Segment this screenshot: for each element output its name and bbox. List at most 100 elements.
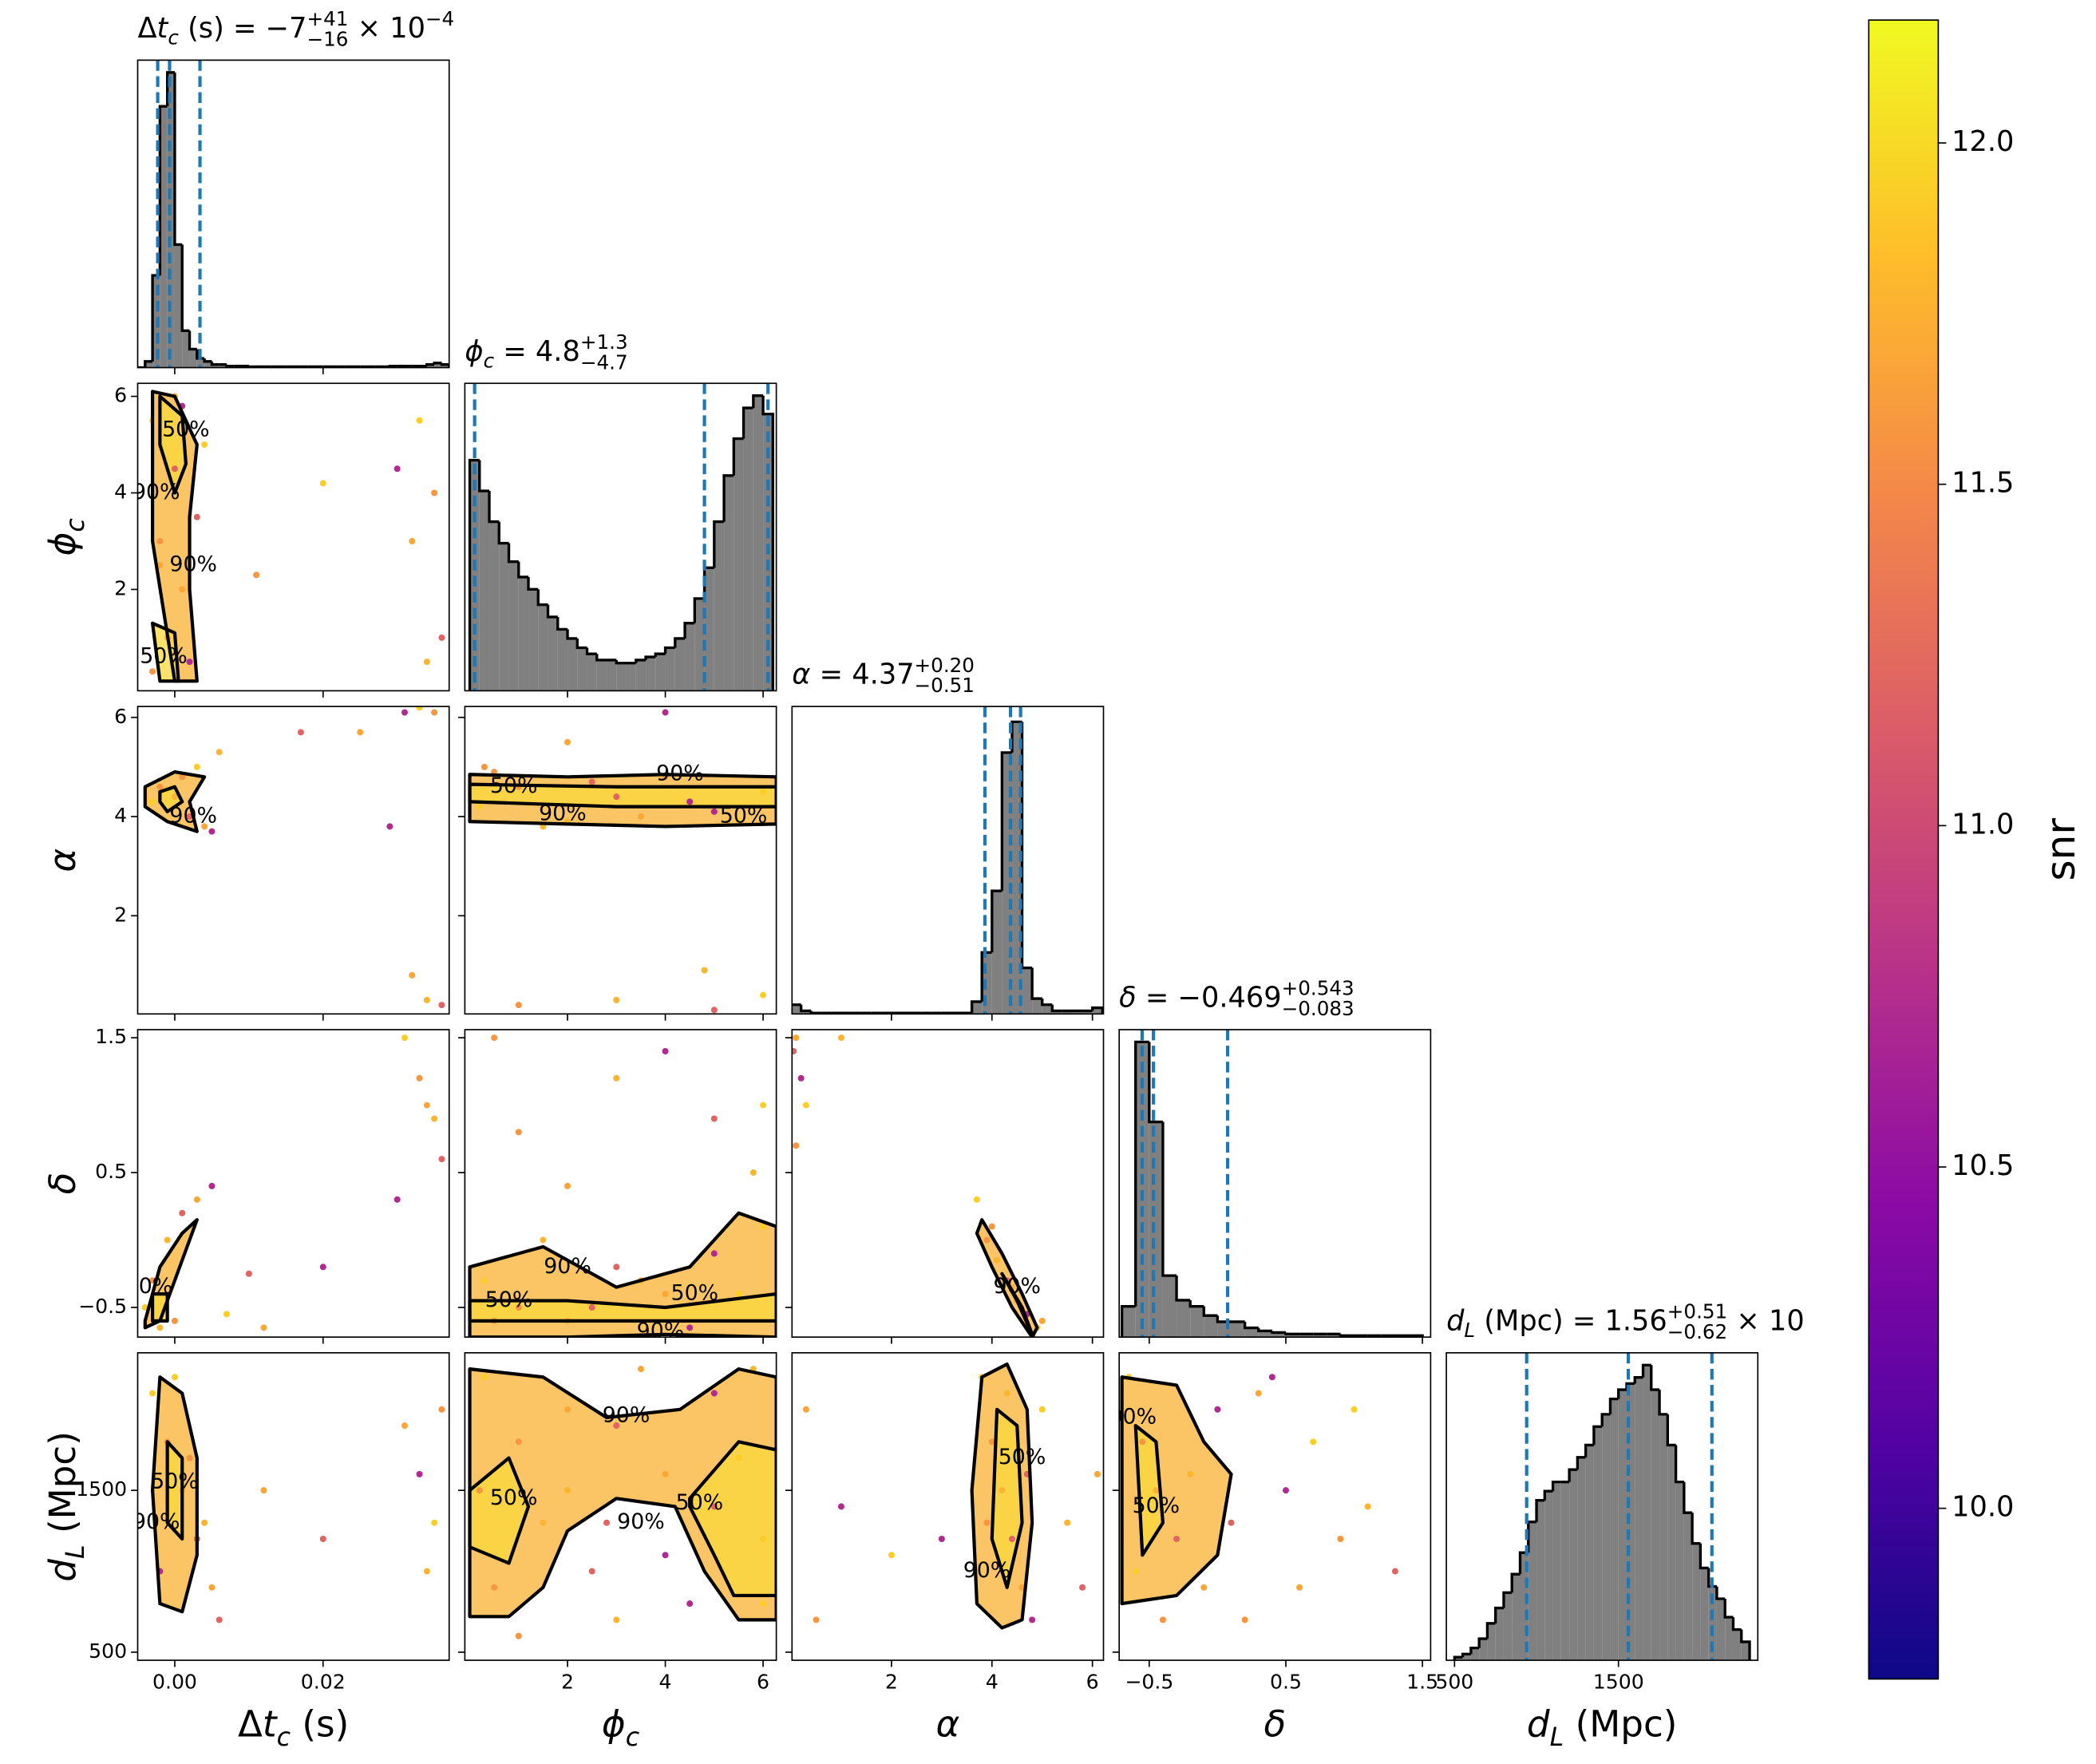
hist-step	[1477, 1637, 1488, 1648]
contour-label: 90%	[993, 1274, 1041, 1299]
scatter-point	[431, 1519, 438, 1526]
hist-bar	[196, 358, 205, 368]
hist-step	[595, 654, 607, 662]
colorbar	[1868, 19, 1940, 1680]
hist-step	[615, 659, 627, 665]
hist-bar	[538, 604, 548, 691]
scatter-point	[193, 763, 200, 770]
hist-step	[478, 460, 490, 492]
hist-bar	[646, 657, 656, 691]
scatter-point	[297, 729, 304, 736]
scatter-point	[1214, 1406, 1221, 1413]
hist-step	[1339, 1334, 1354, 1337]
scatter-point	[515, 1303, 522, 1311]
hist-bar	[1651, 1390, 1660, 1661]
contour-label: 90%	[169, 552, 217, 577]
label-part: c	[626, 1723, 639, 1752]
scatter-point	[988, 1438, 995, 1446]
scatter-point	[637, 813, 644, 821]
hist-bar	[626, 662, 636, 691]
label-part: d	[1446, 1304, 1465, 1337]
panel-border	[136, 382, 450, 692]
y-tick-label: 2	[114, 903, 127, 926]
hist-step	[732, 437, 744, 476]
hist-step	[546, 604, 558, 619]
hist-bar	[1659, 1414, 1668, 1661]
hist-step	[713, 520, 725, 568]
scatter-point	[416, 706, 423, 711]
hist-bar	[1602, 1414, 1611, 1661]
hist-step	[1568, 1468, 1578, 1482]
scatter-point	[701, 967, 708, 974]
scatter-point	[201, 441, 208, 449]
scatter-point	[386, 823, 393, 830]
hist-step	[1469, 1646, 1480, 1655]
hist-step	[1257, 1327, 1272, 1333]
scatter-point	[793, 1142, 800, 1149]
label-part: δ	[1119, 982, 1137, 1014]
scatter-point	[431, 1115, 438, 1122]
scatter-point	[515, 1632, 522, 1639]
scatter-point	[735, 1291, 742, 1298]
hist-bar	[1700, 1568, 1709, 1661]
hist-step	[1243, 1321, 1259, 1330]
hist-step	[654, 652, 666, 658]
contour-label: 50%	[490, 773, 538, 798]
hist-step	[433, 362, 442, 365]
scatter-point	[1241, 1616, 1248, 1624]
label-part: c	[277, 1723, 291, 1752]
hist-bar	[1062, 1011, 1073, 1014]
label-part: d	[42, 1559, 84, 1582]
hist-step	[809, 1011, 821, 1014]
hist-bar	[1577, 1457, 1586, 1661]
hist-step	[468, 458, 480, 691]
label-part: ϕ	[465, 335, 483, 368]
hist-bar	[971, 1001, 983, 1014]
scatter-point	[480, 1277, 488, 1284]
hist-step	[527, 576, 539, 591]
scatter-point	[710, 1115, 718, 1122]
hist-step	[1683, 1481, 1693, 1514]
scatter-point	[613, 793, 620, 801]
scatter-point	[416, 1074, 423, 1082]
hist-step	[1161, 1121, 1177, 1277]
scatter-point	[319, 1535, 326, 1543]
hist-step	[440, 362, 449, 368]
hist-bar	[1190, 1306, 1204, 1338]
hist-bar	[587, 654, 597, 691]
scatter-point	[1029, 1616, 1036, 1624]
contour-line	[143, 770, 207, 833]
contour-label: 90%	[637, 1319, 685, 1343]
contour-label: 90%	[656, 761, 704, 786]
hist-step	[517, 561, 529, 579]
contour-label: 90%	[963, 1558, 1011, 1583]
scatter-point	[171, 465, 178, 473]
hist-step	[575, 638, 587, 650]
y-axis-label: δ	[42, 1173, 84, 1195]
label-part: δ	[42, 1173, 84, 1195]
contour-fill	[167, 1442, 183, 1539]
y-tick-label: 6	[114, 705, 127, 728]
hist-bar	[1683, 1513, 1693, 1661]
contour-line	[150, 1292, 169, 1323]
scatter-point	[423, 659, 430, 666]
contour-line	[468, 1367, 777, 1622]
hist-title: δ = −0.469 +0.543−0.083	[1119, 977, 1354, 1020]
hist-bar	[607, 659, 617, 691]
label-part: ϕ	[42, 532, 84, 556]
scatter-point	[662, 1047, 669, 1055]
scatter-point	[515, 1129, 522, 1136]
x-tick-label: 6	[757, 1671, 769, 1694]
hist-step	[1134, 1040, 1149, 1307]
label-part: = −0.469	[1137, 982, 1282, 1014]
scatter-point	[149, 668, 156, 675]
contour-line	[143, 1218, 199, 1330]
y-tick-label: 500	[89, 1639, 127, 1663]
scatter-point	[613, 1074, 620, 1082]
hist-bar	[1052, 1011, 1062, 1014]
contour-label: 90%	[132, 480, 180, 504]
hist-bar	[1285, 1334, 1300, 1338]
hist-bar	[434, 362, 442, 368]
hist-bar	[1177, 1299, 1191, 1338]
contour-line	[150, 1375, 199, 1614]
